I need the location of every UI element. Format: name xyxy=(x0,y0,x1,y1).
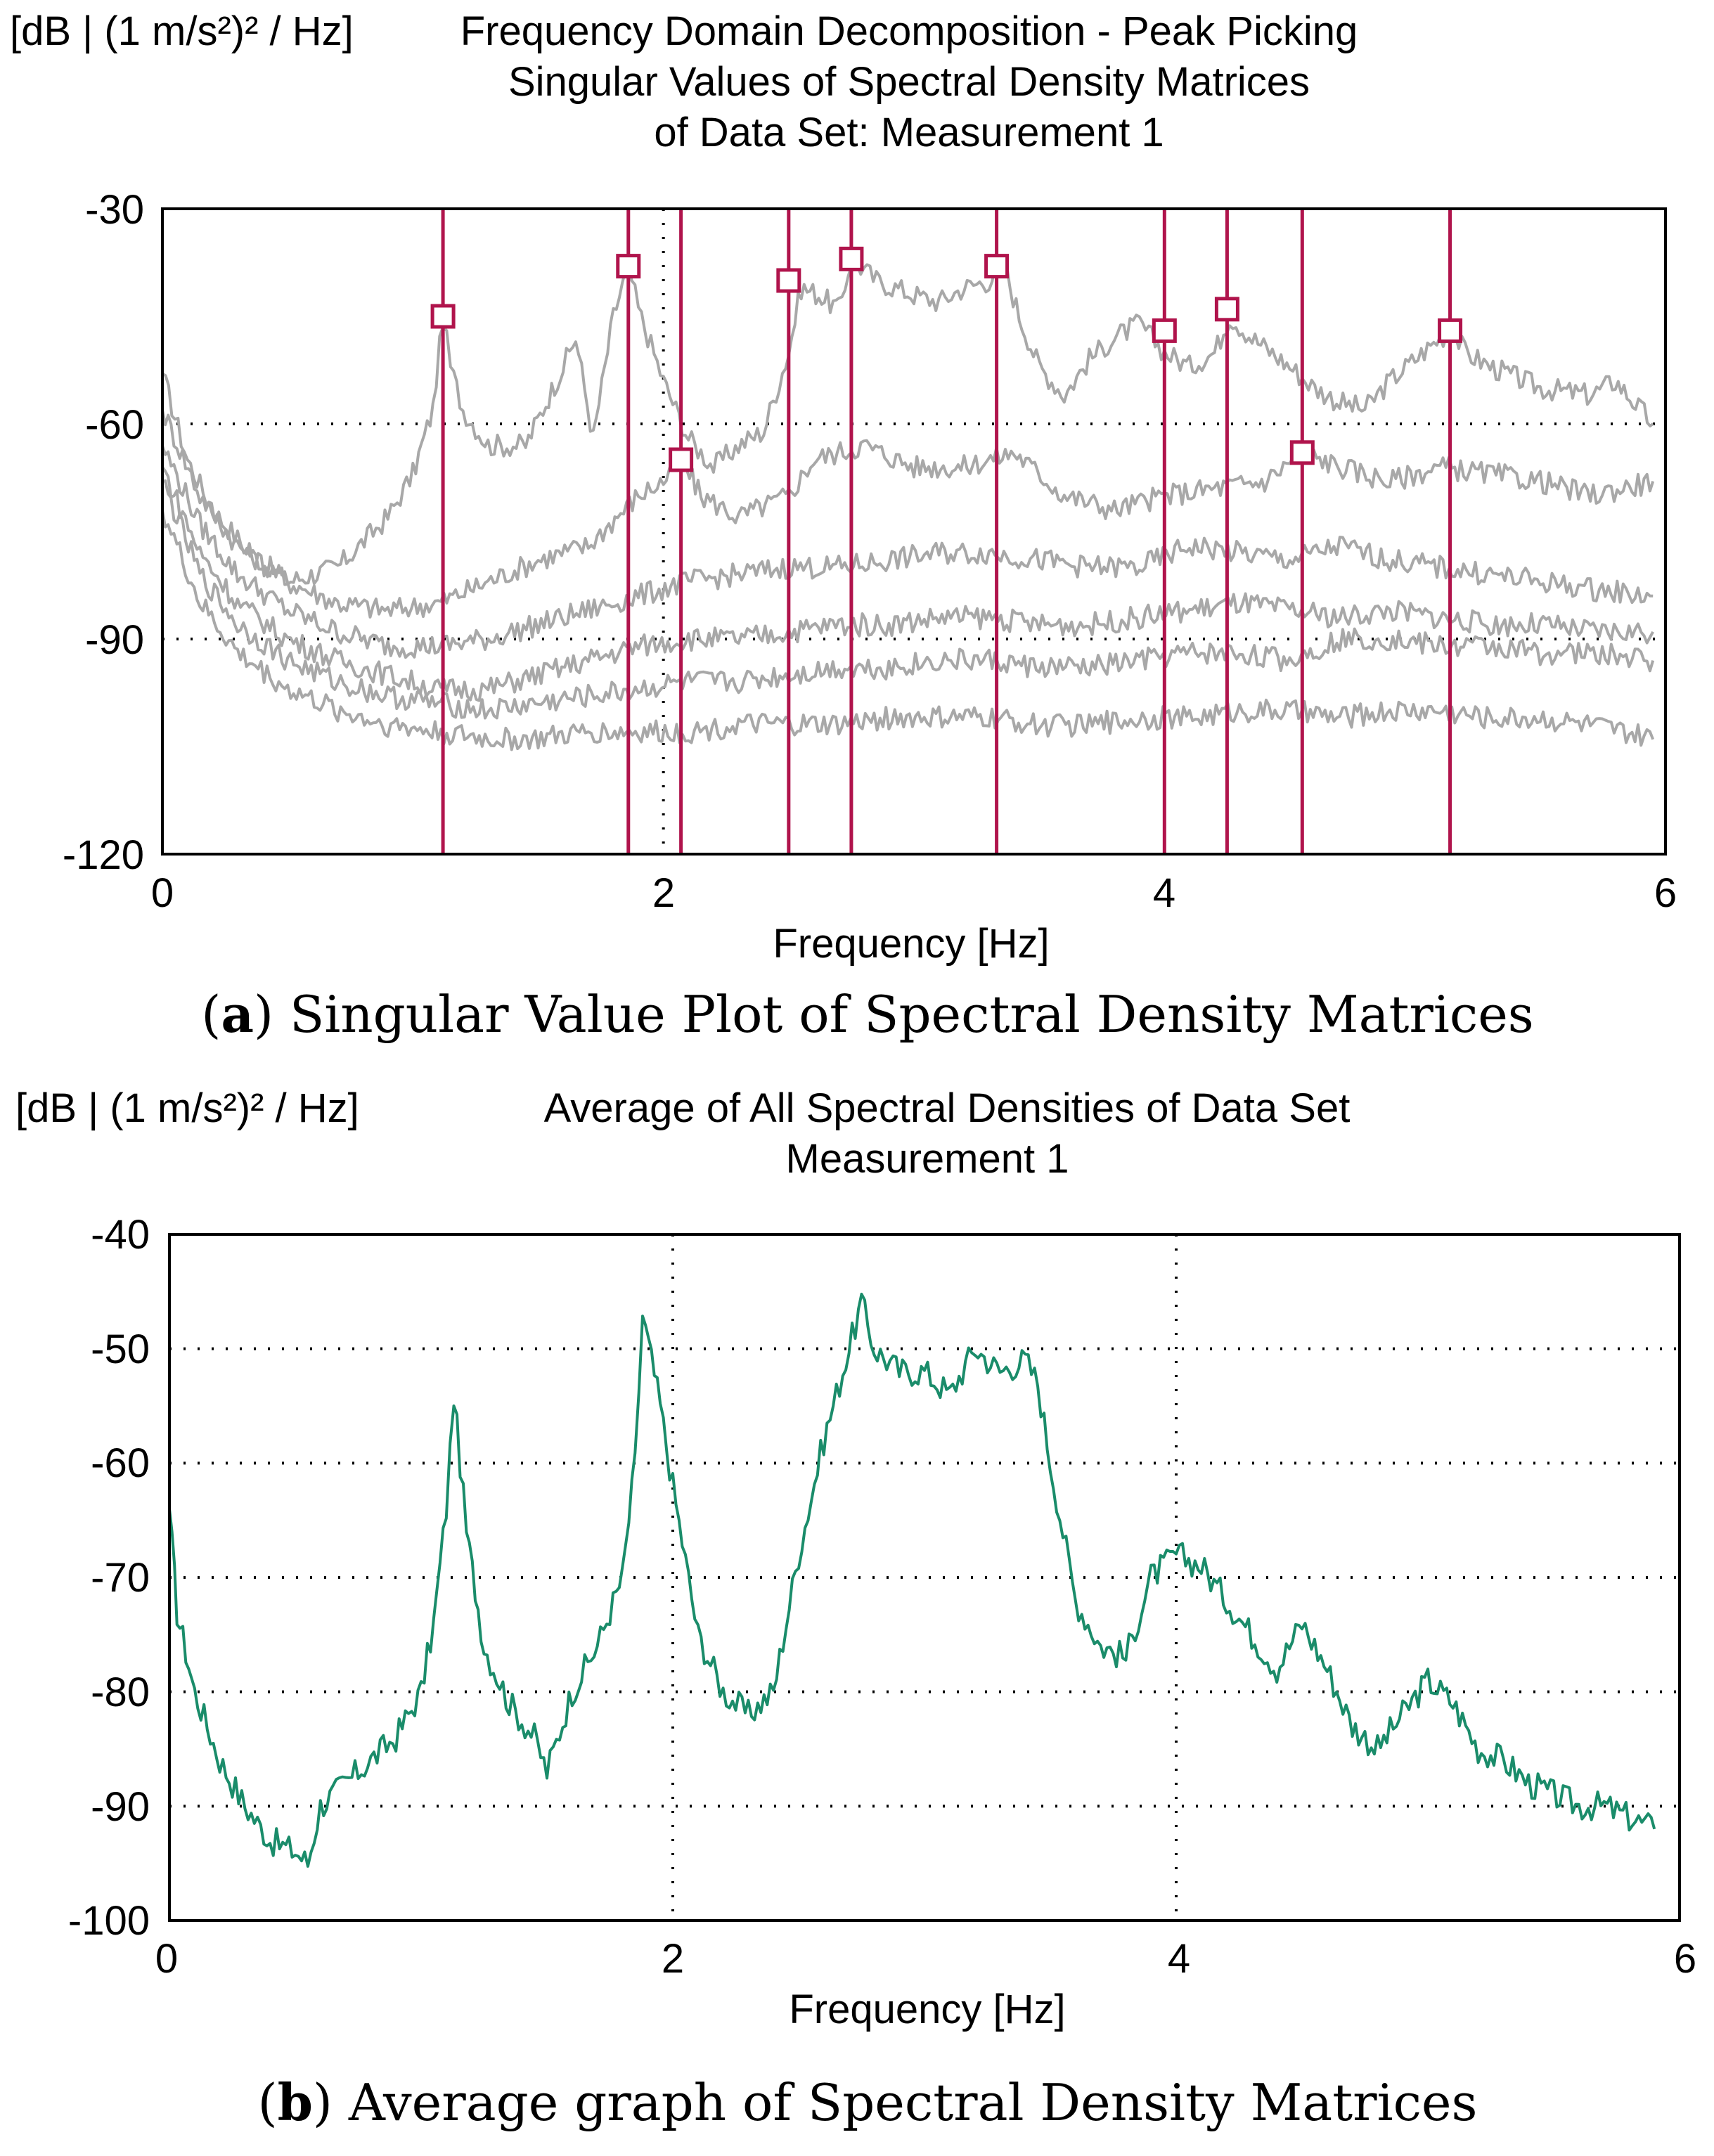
chart-b-y-tick: -70 xyxy=(91,1555,150,1601)
series-line xyxy=(162,479,1655,720)
chart-b-caption-prefix: b xyxy=(278,2072,313,2132)
peak-marker xyxy=(839,246,864,271)
chart-b-plot-frame xyxy=(168,1233,1681,1922)
chart-a-title-line-2: Singular Values of Spectral Density Matr… xyxy=(508,59,1310,105)
chart-b: [dB | (1 m/s²)² / Hz] Average of All Spe… xyxy=(15,1085,1696,2132)
chart-a-y-tick: -120 xyxy=(63,832,144,878)
chart-a-title-line-3: of Data Set: Measurement 1 xyxy=(654,110,1164,155)
chart-b-unit-label: [dB | (1 m/s²)² / Hz] xyxy=(15,1085,359,1131)
chart-b-x-tick: 0 xyxy=(155,1936,178,1982)
chart-b-title-line-2: Measurement 1 xyxy=(786,1136,1069,1182)
chart-a-peak-markers xyxy=(430,209,1463,854)
chart-a: [dB | (1 m/s²)² / Hz] Frequency Domain D… xyxy=(10,8,1677,1044)
peak-marker xyxy=(1289,440,1315,465)
chart-b-caption-text: Average graph of Spectral Density Matric… xyxy=(348,2073,1478,2132)
series-line xyxy=(161,445,1654,659)
peak-marker xyxy=(1438,318,1463,343)
chart-b-y-tick: -100 xyxy=(68,1898,150,1944)
series-line xyxy=(161,256,1654,586)
chart-a-series-group xyxy=(161,256,1655,751)
chart-b-x-tick: 6 xyxy=(1674,1936,1696,1982)
series-line xyxy=(161,466,1654,702)
peak-marker xyxy=(669,447,694,472)
chart-a-caption-text: Singular Value Plot of Spectral Density … xyxy=(290,985,1534,1044)
chart-a-title-line-1: Frequency Domain Decomposition - Peak Pi… xyxy=(460,8,1358,54)
series-line xyxy=(168,1292,1656,1868)
chart-a-caption-prefix: a xyxy=(221,984,254,1044)
chart-a-plot-frame xyxy=(161,207,1667,856)
chart-b-y-tick: -90 xyxy=(91,1784,150,1830)
series-line xyxy=(161,409,1655,619)
peak-marker xyxy=(1152,318,1177,343)
chart-a-x-tick: 4 xyxy=(1153,870,1175,916)
chart-a-caption: (a) Singular Value Plot of Spectral Dens… xyxy=(201,984,1534,1044)
chart-b-x-axis-label: Frequency [Hz] xyxy=(789,1987,1065,2032)
series-line xyxy=(161,510,1655,751)
peak-marker xyxy=(984,254,1010,279)
chart-b-gridlines xyxy=(169,1234,1680,1921)
chart-a-x-axis-label: Frequency [Hz] xyxy=(773,921,1049,967)
chart-a-x-tick: 6 xyxy=(1654,870,1677,916)
chart-b-x-tick: 4 xyxy=(1168,1936,1190,1982)
chart-b-x-tick: 2 xyxy=(662,1936,684,1982)
chart-a-unit-label: [dB | (1 m/s²)² / Hz] xyxy=(10,8,354,54)
chart-b-y-tick: -60 xyxy=(91,1440,150,1486)
chart-a-y-tick: -60 xyxy=(85,402,144,448)
chart-a-y-tick: -30 xyxy=(85,187,144,233)
chart-b-caption: (b) Average graph of Spectral Density Ma… xyxy=(257,2072,1477,2132)
peak-marker xyxy=(1214,297,1239,322)
chart-a-x-tick: 2 xyxy=(652,870,675,916)
peak-marker xyxy=(430,304,456,329)
peak-marker xyxy=(776,268,801,293)
chart-b-y-tick: -40 xyxy=(91,1212,150,1258)
peak-marker xyxy=(616,254,641,279)
chart-b-y-tick: -80 xyxy=(91,1670,150,1715)
chart-b-title-line-1: Average of All Spectral Densities of Dat… xyxy=(544,1085,1351,1131)
chart-a-y-tick: -90 xyxy=(85,617,144,663)
chart-a-x-tick: 0 xyxy=(151,870,174,916)
chart-b-y-tick: -50 xyxy=(91,1326,150,1372)
chart-b-series-group xyxy=(168,1292,1656,1868)
